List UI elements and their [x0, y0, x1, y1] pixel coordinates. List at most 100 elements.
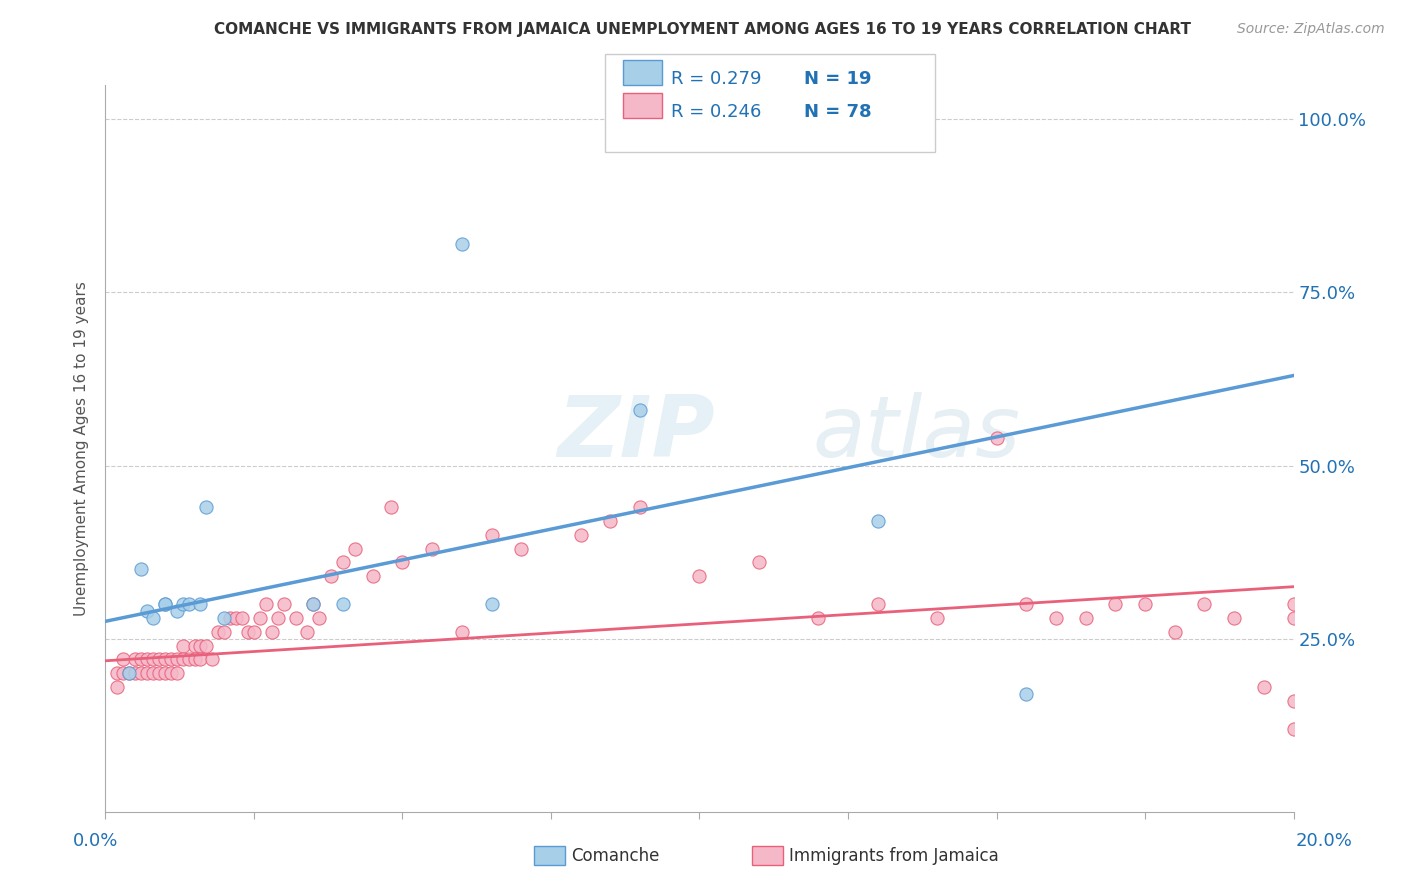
- Text: Source: ZipAtlas.com: Source: ZipAtlas.com: [1237, 22, 1385, 37]
- Text: ZIP: ZIP: [557, 392, 714, 475]
- Point: [1282, 611, 1305, 625]
- Point: [481, 528, 503, 542]
- Point: [267, 611, 290, 625]
- Point: [153, 597, 176, 611]
- Point: [689, 569, 711, 583]
- Point: [391, 556, 413, 570]
- Point: [420, 541, 443, 556]
- Point: [214, 624, 236, 639]
- Point: [166, 604, 188, 618]
- Point: [118, 666, 141, 681]
- Point: [343, 541, 366, 556]
- Point: [124, 666, 146, 681]
- Point: [628, 500, 651, 514]
- Point: [380, 500, 402, 514]
- Point: [214, 611, 236, 625]
- Point: [231, 611, 253, 625]
- Point: [510, 541, 533, 556]
- Point: [302, 597, 325, 611]
- Point: [142, 611, 165, 625]
- Point: [183, 652, 205, 666]
- Point: [172, 597, 194, 611]
- Point: [112, 652, 135, 666]
- Point: [118, 666, 141, 681]
- Point: [190, 639, 212, 653]
- Point: [807, 611, 830, 625]
- Text: 20.0%: 20.0%: [1296, 831, 1353, 849]
- Point: [1282, 597, 1305, 611]
- Point: [260, 624, 283, 639]
- Point: [243, 624, 266, 639]
- Point: [297, 624, 319, 639]
- Point: [1282, 694, 1305, 708]
- Point: [195, 639, 218, 653]
- Point: [866, 597, 889, 611]
- Point: [201, 652, 224, 666]
- Text: N = 78: N = 78: [804, 103, 872, 120]
- Text: N = 19: N = 19: [804, 70, 872, 87]
- Text: COMANCHE VS IMMIGRANTS FROM JAMAICA UNEMPLOYMENT AMONG AGES 16 TO 19 YEARS CORRE: COMANCHE VS IMMIGRANTS FROM JAMAICA UNEM…: [215, 22, 1191, 37]
- Point: [105, 680, 128, 694]
- Point: [450, 624, 472, 639]
- Point: [142, 666, 165, 681]
- Point: [195, 500, 218, 514]
- Point: [219, 611, 242, 625]
- Point: [866, 514, 889, 528]
- Point: [332, 597, 354, 611]
- Point: [129, 666, 152, 681]
- Point: [1282, 722, 1305, 736]
- Point: [986, 431, 1008, 445]
- Point: [136, 604, 159, 618]
- Point: [177, 597, 200, 611]
- Point: [1074, 611, 1097, 625]
- Point: [1104, 597, 1126, 611]
- Point: [927, 611, 949, 625]
- Point: [112, 666, 135, 681]
- Point: [190, 597, 212, 611]
- Point: [1015, 687, 1038, 701]
- Point: [172, 639, 194, 653]
- Point: [166, 652, 188, 666]
- Point: [1223, 611, 1246, 625]
- Point: [599, 514, 621, 528]
- Point: [1253, 680, 1275, 694]
- Point: [172, 652, 194, 666]
- Point: [628, 403, 651, 417]
- Point: [124, 652, 146, 666]
- Point: [105, 666, 128, 681]
- Point: [361, 569, 384, 583]
- Text: R = 0.246: R = 0.246: [671, 103, 761, 120]
- Point: [254, 597, 277, 611]
- Point: [136, 666, 159, 681]
- Point: [308, 611, 330, 625]
- Point: [225, 611, 247, 625]
- Point: [481, 597, 503, 611]
- Text: Immigrants from Jamaica: Immigrants from Jamaica: [789, 847, 998, 865]
- Point: [273, 597, 295, 611]
- Point: [284, 611, 307, 625]
- Point: [1194, 597, 1216, 611]
- Y-axis label: Unemployment Among Ages 16 to 19 years: Unemployment Among Ages 16 to 19 years: [75, 281, 90, 615]
- Point: [207, 624, 229, 639]
- Point: [321, 569, 343, 583]
- Point: [249, 611, 271, 625]
- Point: [153, 652, 176, 666]
- Point: [129, 652, 152, 666]
- Point: [129, 562, 152, 576]
- Text: Comanche: Comanche: [571, 847, 659, 865]
- Point: [142, 652, 165, 666]
- Point: [302, 597, 325, 611]
- Point: [159, 666, 181, 681]
- Point: [183, 639, 205, 653]
- Point: [166, 666, 188, 681]
- Point: [1133, 597, 1156, 611]
- Point: [332, 556, 354, 570]
- Point: [569, 528, 592, 542]
- Point: [136, 652, 159, 666]
- Point: [450, 237, 472, 252]
- Text: atlas: atlas: [813, 392, 1021, 475]
- Point: [1015, 597, 1038, 611]
- Point: [1164, 624, 1187, 639]
- Point: [153, 597, 176, 611]
- Point: [148, 666, 170, 681]
